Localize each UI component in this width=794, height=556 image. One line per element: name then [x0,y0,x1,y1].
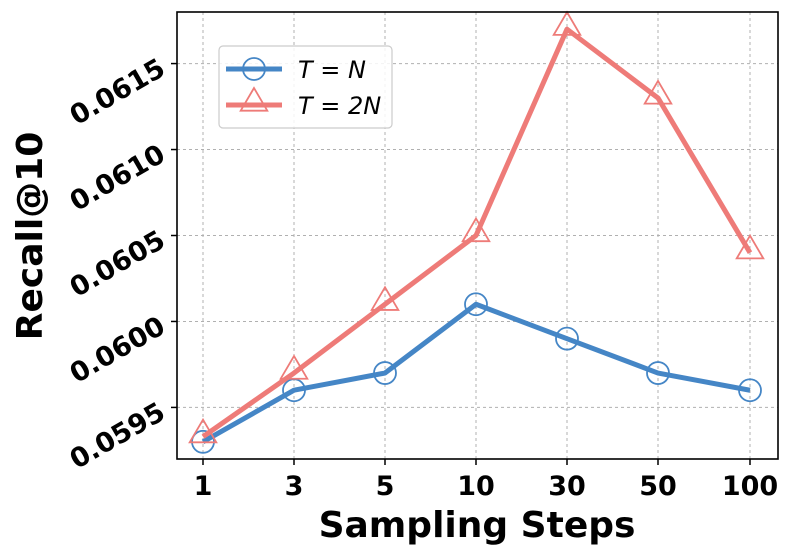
legend-label: T = N [298,56,366,84]
data-point [643,79,673,105]
y-tick-label: 0.0610 [65,139,171,218]
series-line [201,301,751,444]
series-t-2n [188,10,765,444]
data-point [552,10,582,36]
data-point [555,326,579,351]
y-tick-label: 0.0605 [65,225,171,304]
x-tick-label: 3 [285,471,304,502]
x-tick-label: 5 [376,471,395,502]
x-axis-ticks: 1 3 5 10 30 50 100 [194,459,778,502]
legend-label: T = 2N [298,92,381,120]
legend-marker [239,86,269,112]
x-tick-label: 10 [457,471,495,502]
x-tick-label: 30 [548,471,586,502]
legend-marker [242,57,266,81]
x-tick-label: 1 [194,471,213,502]
y-tick-label: 0.0615 [65,53,171,132]
series-line [201,26,753,439]
data-point [738,378,762,403]
data-point [188,417,218,444]
data-point [279,354,309,380]
data-point [370,285,400,311]
legend: T = N T = 2N [218,45,393,129]
data-point [735,233,765,260]
x-tick-label: 100 [722,471,778,502]
y-tick-label: 0.0600 [65,311,171,390]
data-point [373,361,397,385]
y-axis-title: Recall@10 [10,132,51,341]
x-axis-title: Sampling Steps [319,505,636,546]
data-point [461,216,491,243]
y-tick-label: 0.0595 [65,397,171,476]
data-point [464,292,488,317]
x-tick-label: 50 [639,471,677,502]
plot-series [188,10,765,454]
data-point [646,361,670,385]
